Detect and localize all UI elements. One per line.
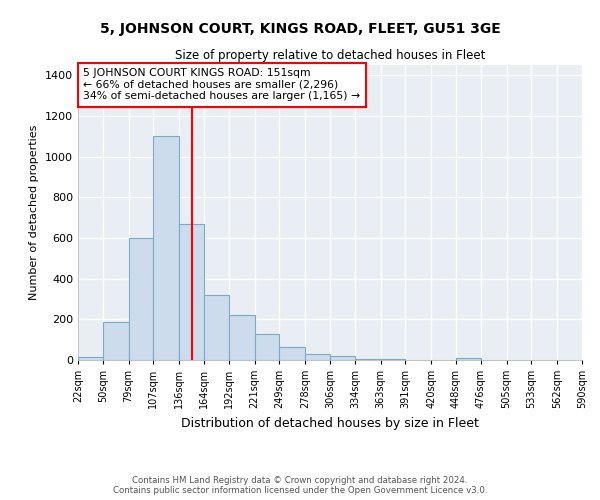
Title: Size of property relative to detached houses in Fleet: Size of property relative to detached ho… [175,50,485,62]
Bar [78,357,103,360]
Bar [280,347,305,360]
Bar [128,238,154,360]
Y-axis label: Number of detached properties: Number of detached properties [29,125,40,300]
X-axis label: Distribution of detached houses by size in Fleet: Distribution of detached houses by size … [181,416,479,430]
Bar [380,359,406,360]
Bar [330,356,355,360]
Bar [456,358,481,360]
Text: 5, JOHNSON COURT, KINGS ROAD, FLEET, GU51 3GE: 5, JOHNSON COURT, KINGS ROAD, FLEET, GU5… [100,22,500,36]
Bar [204,295,229,360]
Text: Contains HM Land Registry data © Crown copyright and database right 2024.
Contai: Contains HM Land Registry data © Crown c… [113,476,487,495]
Bar [305,354,330,360]
Bar [154,136,179,360]
Bar [179,224,204,360]
Bar [355,359,380,360]
Bar [229,315,254,360]
Bar [254,334,280,360]
Bar [103,322,128,360]
Text: 5 JOHNSON COURT KINGS ROAD: 151sqm
← 66% of detached houses are smaller (2,296)
: 5 JOHNSON COURT KINGS ROAD: 151sqm ← 66%… [83,68,360,101]
